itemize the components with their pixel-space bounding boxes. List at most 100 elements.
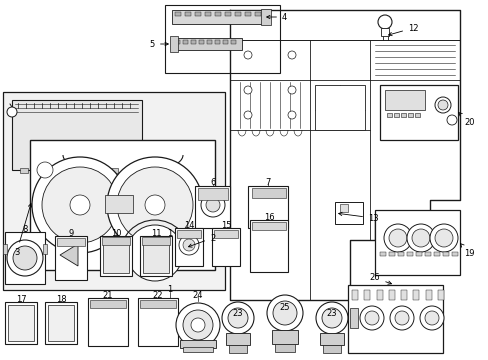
Bar [140,236,172,276]
Circle shape [70,195,90,215]
Text: 23: 23 [232,309,243,318]
Bar [223,40,227,44]
Circle shape [406,224,434,252]
Bar [3,92,224,290]
Bar [183,40,187,44]
Bar [88,298,128,346]
Bar [50,168,58,173]
Bar [384,90,424,110]
Bar [397,252,403,256]
Bar [334,202,362,224]
Text: 8: 8 [22,225,28,234]
Text: 22: 22 [152,291,163,300]
Bar [235,12,241,16]
Bar [30,140,215,270]
Bar [425,290,431,300]
Circle shape [321,308,341,328]
Circle shape [287,86,295,94]
Bar [183,347,213,352]
Text: 25: 25 [279,303,290,312]
Bar [199,40,203,44]
Bar [138,298,178,346]
Bar [412,290,419,300]
Bar [400,113,405,117]
Bar [80,168,88,173]
Circle shape [13,246,37,270]
Bar [388,252,394,256]
Circle shape [411,229,429,247]
Circle shape [272,301,296,325]
Text: 4: 4 [266,13,286,22]
Bar [3,244,7,254]
Text: 26: 26 [369,274,391,284]
Bar [379,85,457,140]
Text: 1: 1 [167,285,172,294]
Circle shape [227,308,247,328]
Circle shape [179,235,199,255]
Bar [364,290,369,300]
Text: 23: 23 [326,309,337,318]
Text: 7: 7 [265,177,270,186]
Text: 13: 13 [338,212,378,222]
Circle shape [7,107,17,117]
Bar [48,305,74,341]
Bar [43,244,47,254]
Bar [415,252,421,256]
Bar [175,40,180,44]
Bar [195,186,229,228]
Circle shape [437,100,447,110]
Bar [105,195,133,213]
Circle shape [183,239,195,251]
Circle shape [183,310,213,340]
Text: 20: 20 [458,113,473,126]
Circle shape [37,162,53,178]
Circle shape [388,229,406,247]
Bar [386,113,391,117]
Bar [314,85,364,130]
Bar [261,9,270,25]
Circle shape [434,229,452,247]
Polygon shape [60,244,78,266]
Bar [228,345,246,353]
Circle shape [176,303,220,347]
Circle shape [107,157,203,253]
Bar [5,302,37,344]
Bar [319,333,343,345]
Bar [230,40,236,44]
Bar [406,252,412,256]
Bar [388,290,394,300]
Bar [437,290,443,300]
Bar [172,38,242,50]
Bar [451,252,457,256]
Bar [407,113,412,117]
Bar [206,40,212,44]
Bar [271,330,297,344]
Text: 1: 1 [167,229,172,238]
Bar [224,12,230,16]
Bar [215,12,221,16]
Bar [244,12,250,16]
Bar [103,239,129,273]
Circle shape [244,111,251,119]
Bar [376,290,382,300]
Text: 18: 18 [56,294,66,303]
Bar [393,113,398,117]
Bar [414,113,419,117]
Bar [142,237,170,245]
Text: 3: 3 [14,203,32,257]
Bar [215,40,220,44]
Circle shape [364,311,378,325]
Circle shape [287,51,295,59]
Bar [212,228,240,266]
Text: 14: 14 [183,220,194,230]
Bar [195,12,201,16]
Text: 16: 16 [263,212,274,221]
Bar [339,204,347,212]
Bar [12,100,142,170]
Bar [90,300,126,308]
Bar [198,188,227,200]
Bar [349,308,357,328]
Bar [379,252,385,256]
Bar [164,5,280,73]
Bar [225,333,249,345]
